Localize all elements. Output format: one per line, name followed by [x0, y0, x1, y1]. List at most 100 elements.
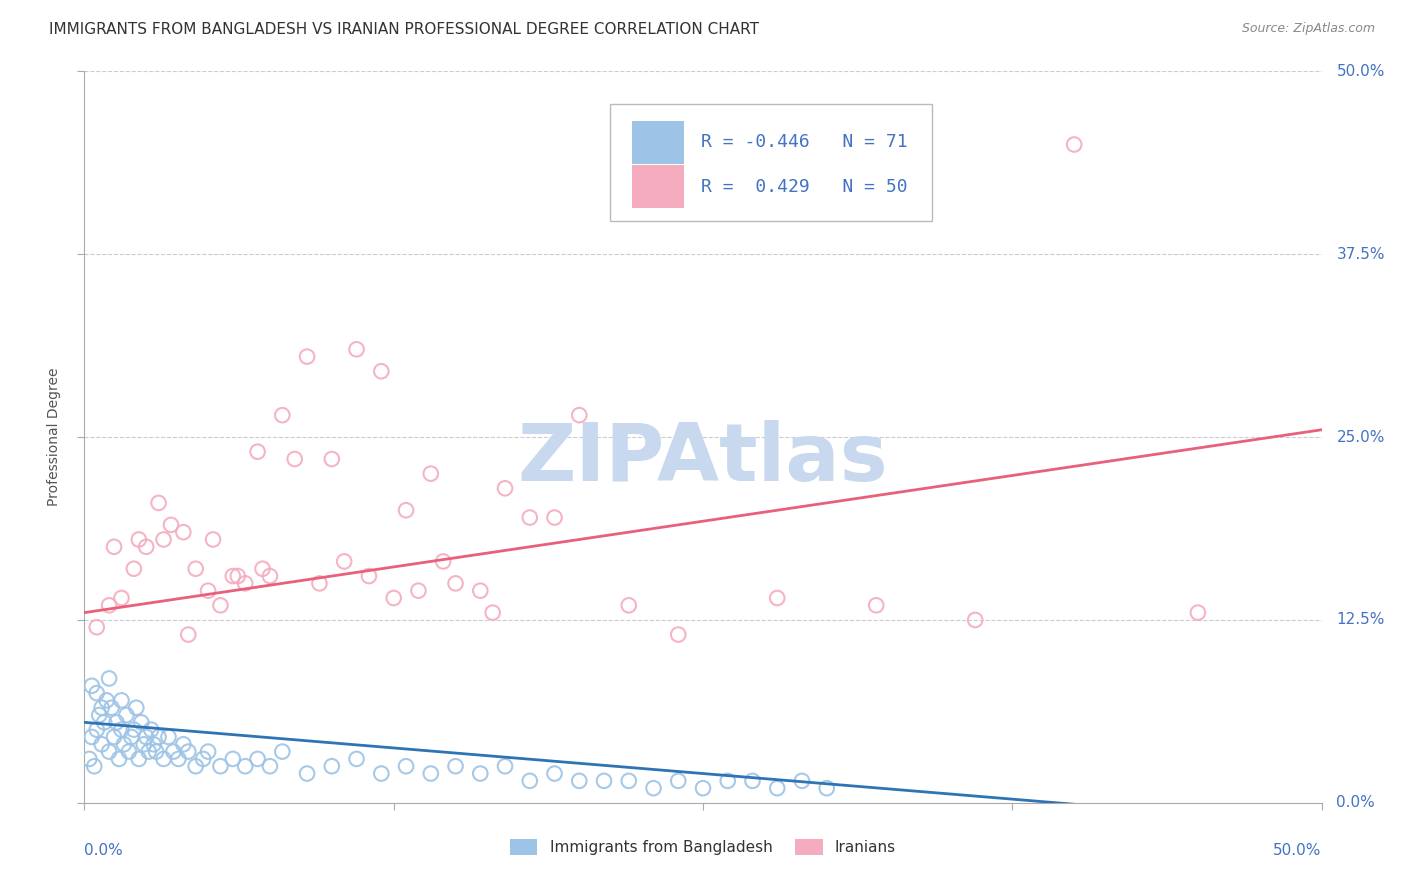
- Point: [333, 554, 356, 568]
- Point: [83, 759, 105, 773]
- Point: [419, 766, 441, 780]
- Point: [86, 620, 108, 634]
- Point: [444, 759, 467, 773]
- Point: [470, 766, 492, 780]
- Point: [80, 730, 103, 744]
- Point: [177, 627, 200, 641]
- Point: [222, 569, 245, 583]
- Point: [246, 752, 269, 766]
- Point: [408, 583, 430, 598]
- Point: [167, 752, 190, 766]
- Point: [90, 737, 112, 751]
- Point: [246, 444, 269, 458]
- Point: [115, 708, 138, 723]
- Point: [141, 723, 163, 737]
- Point: [138, 745, 160, 759]
- Point: [419, 467, 441, 481]
- Point: [357, 569, 380, 583]
- Point: [197, 583, 219, 598]
- Point: [96, 693, 118, 707]
- Point: [321, 452, 343, 467]
- Point: [370, 766, 392, 780]
- Point: [122, 562, 145, 576]
- FancyBboxPatch shape: [633, 121, 685, 164]
- Point: [103, 730, 125, 744]
- Point: [100, 700, 122, 714]
- Text: Source: ZipAtlas.com: Source: ZipAtlas.com: [1241, 22, 1375, 36]
- Point: [519, 510, 541, 524]
- Point: [233, 576, 256, 591]
- Point: [308, 576, 330, 591]
- Point: [259, 759, 281, 773]
- Point: [129, 715, 152, 730]
- Point: [346, 343, 368, 357]
- Point: [125, 700, 148, 714]
- Text: 50.0%: 50.0%: [1337, 64, 1385, 78]
- Text: R =  0.429   N = 50: R = 0.429 N = 50: [700, 178, 907, 196]
- Point: [395, 759, 418, 773]
- Point: [766, 781, 789, 796]
- Text: 12.5%: 12.5%: [1337, 613, 1385, 627]
- Point: [444, 576, 467, 591]
- Point: [865, 599, 887, 613]
- Point: [118, 745, 141, 759]
- Point: [666, 627, 689, 641]
- Point: [172, 737, 194, 751]
- Point: [162, 745, 184, 759]
- Point: [643, 781, 665, 796]
- Point: [93, 715, 115, 730]
- Point: [666, 773, 689, 788]
- Text: 25.0%: 25.0%: [1337, 430, 1385, 444]
- Point: [432, 554, 454, 568]
- Point: [382, 591, 405, 605]
- Point: [148, 730, 170, 744]
- Point: [271, 745, 294, 759]
- Point: [741, 773, 763, 788]
- Point: [184, 759, 207, 773]
- Point: [346, 752, 368, 766]
- Point: [142, 737, 165, 751]
- Point: [790, 773, 813, 788]
- Y-axis label: Professional Degree: Professional Degree: [48, 368, 62, 507]
- Point: [209, 759, 232, 773]
- Text: 50.0%: 50.0%: [1274, 843, 1322, 858]
- Point: [252, 562, 274, 576]
- Point: [80, 679, 103, 693]
- Point: [145, 745, 167, 759]
- Point: [519, 773, 541, 788]
- Point: [271, 408, 294, 422]
- Text: ZIPAtlas: ZIPAtlas: [517, 420, 889, 498]
- Text: 37.5%: 37.5%: [1337, 247, 1385, 261]
- Point: [108, 752, 131, 766]
- Point: [481, 606, 503, 620]
- Point: [103, 540, 125, 554]
- Text: 0.0%: 0.0%: [1337, 796, 1375, 810]
- Point: [110, 693, 132, 707]
- Point: [79, 752, 101, 766]
- Point: [112, 737, 135, 751]
- Point: [86, 686, 108, 700]
- Point: [295, 350, 318, 364]
- Point: [89, 708, 111, 723]
- Point: [766, 591, 789, 605]
- Point: [815, 781, 838, 796]
- Point: [122, 723, 145, 737]
- Point: [128, 533, 150, 547]
- Point: [209, 599, 232, 613]
- Point: [568, 408, 591, 422]
- Text: R = -0.446   N = 71: R = -0.446 N = 71: [700, 133, 907, 152]
- Point: [568, 773, 591, 788]
- Point: [494, 481, 516, 495]
- Point: [1187, 606, 1209, 620]
- Point: [110, 723, 132, 737]
- Point: [98, 599, 121, 613]
- Point: [543, 510, 565, 524]
- Legend: Immigrants from Bangladesh, Iranians: Immigrants from Bangladesh, Iranians: [503, 833, 903, 861]
- Point: [321, 759, 343, 773]
- Point: [160, 517, 183, 532]
- Point: [617, 599, 640, 613]
- Point: [470, 583, 492, 598]
- FancyBboxPatch shape: [633, 165, 685, 208]
- Point: [86, 723, 108, 737]
- FancyBboxPatch shape: [610, 104, 932, 221]
